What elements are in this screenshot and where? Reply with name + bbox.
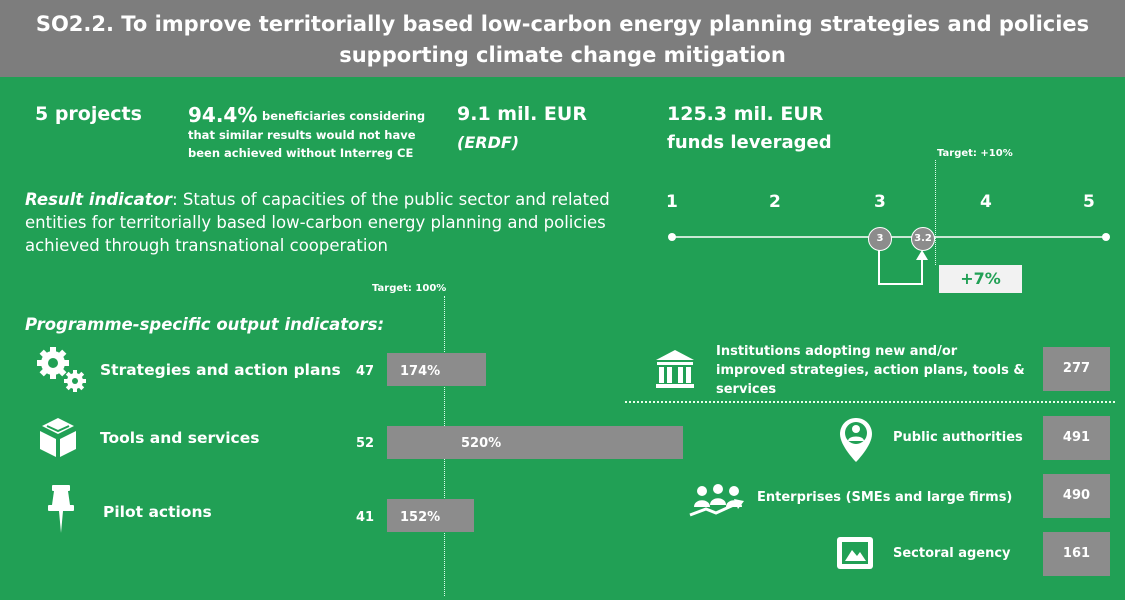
result-indicator-line-3: achieved through transnational cooperati…	[25, 236, 389, 255]
leveraged-label: funds leveraged	[667, 132, 832, 153]
institutions-divider	[625, 401, 1115, 403]
scale-tick-1: 1	[666, 192, 678, 212]
output-pct-pilot: 152%	[400, 510, 441, 525]
output-label-tools: Tools and services	[100, 429, 260, 447]
output-value-tools: 52	[356, 436, 375, 451]
scale-tick-5: 5	[1083, 192, 1095, 212]
breakdown-label-enterprises: Enterprises (SMEs and large firms)	[757, 490, 1013, 505]
result-indicator-label: Result indicator	[25, 190, 173, 209]
institutions-label: Institutions adopting new and/or improve…	[716, 344, 1025, 397]
output-bar-strategies	[387, 353, 487, 386]
output-label-strategies: Strategies and action plans	[100, 361, 341, 379]
breakdown-label-agency: Sectoral agency	[893, 546, 1011, 561]
output-target-label: Target: 100%	[372, 283, 447, 294]
beneficiaries-pct: 94.4%	[188, 103, 258, 127]
output-pct-strategies: 174%	[400, 364, 441, 379]
output-value-strategies: 47	[356, 364, 375, 379]
leveraged-amount: 125.3 mil. EUR	[667, 103, 824, 125]
beneficiaries-text-3: been achieved without Interreg CE	[188, 146, 414, 160]
picture-frame-icon	[837, 537, 873, 569]
title-line-2: supporting climate change mitigation	[339, 43, 786, 67]
scale-target-line	[935, 160, 936, 265]
erdf-amount: 9.1 mil. EUR	[457, 103, 587, 125]
output-label-pilot: Pilot actions	[103, 503, 212, 521]
gears-icon	[37, 347, 86, 392]
breakdown-value-public: 491	[1043, 416, 1110, 460]
institution-icon	[656, 350, 694, 388]
breakdown-value-agency: 161	[1043, 532, 1110, 576]
output-bar-pilot	[387, 499, 474, 532]
scale-tick-3: 3	[874, 192, 886, 212]
erdf-label: (ERDF)	[457, 133, 520, 152]
scale-baseline-marker: 3	[868, 227, 892, 251]
output-indicators-heading: Programme-specific output indicators:	[25, 315, 385, 334]
breakdown-value-enterprises: 490	[1043, 474, 1110, 518]
breakdown-label-public: Public authorities	[893, 430, 1023, 445]
output-bar-tools	[387, 426, 684, 459]
scale-change-badge: +7%	[939, 265, 1022, 293]
people-trend-icon	[689, 484, 744, 517]
institutions-value: 277	[1043, 347, 1110, 391]
location-person-icon	[840, 418, 872, 462]
title-banner: SO2.2. To improve territorially based lo…	[0, 0, 1125, 77]
output-value-pilot: 41	[356, 510, 375, 525]
scale-target-label: Target: +10%	[937, 148, 1013, 159]
result-indicator-line-1: Result indicator: Status of capacities o…	[25, 190, 610, 209]
beneficiaries-text-2: that similar results would not have	[188, 128, 416, 142]
scale-tick-2: 2	[769, 192, 781, 212]
result-indicator-line-2: entities for territorially based low-car…	[25, 213, 606, 232]
projects-count: 5 projects	[35, 103, 142, 125]
box-icon	[40, 418, 76, 457]
output-pct-tools: 520%	[461, 436, 502, 451]
beneficiaries-text-1: beneficiaries considering	[262, 109, 426, 123]
title-line-1: SO2.2. To improve territorially based lo…	[35, 12, 1090, 36]
pin-icon	[48, 485, 74, 533]
scale-tick-4: 4	[980, 192, 992, 212]
scale-achieved-marker: 3.2	[911, 227, 935, 251]
